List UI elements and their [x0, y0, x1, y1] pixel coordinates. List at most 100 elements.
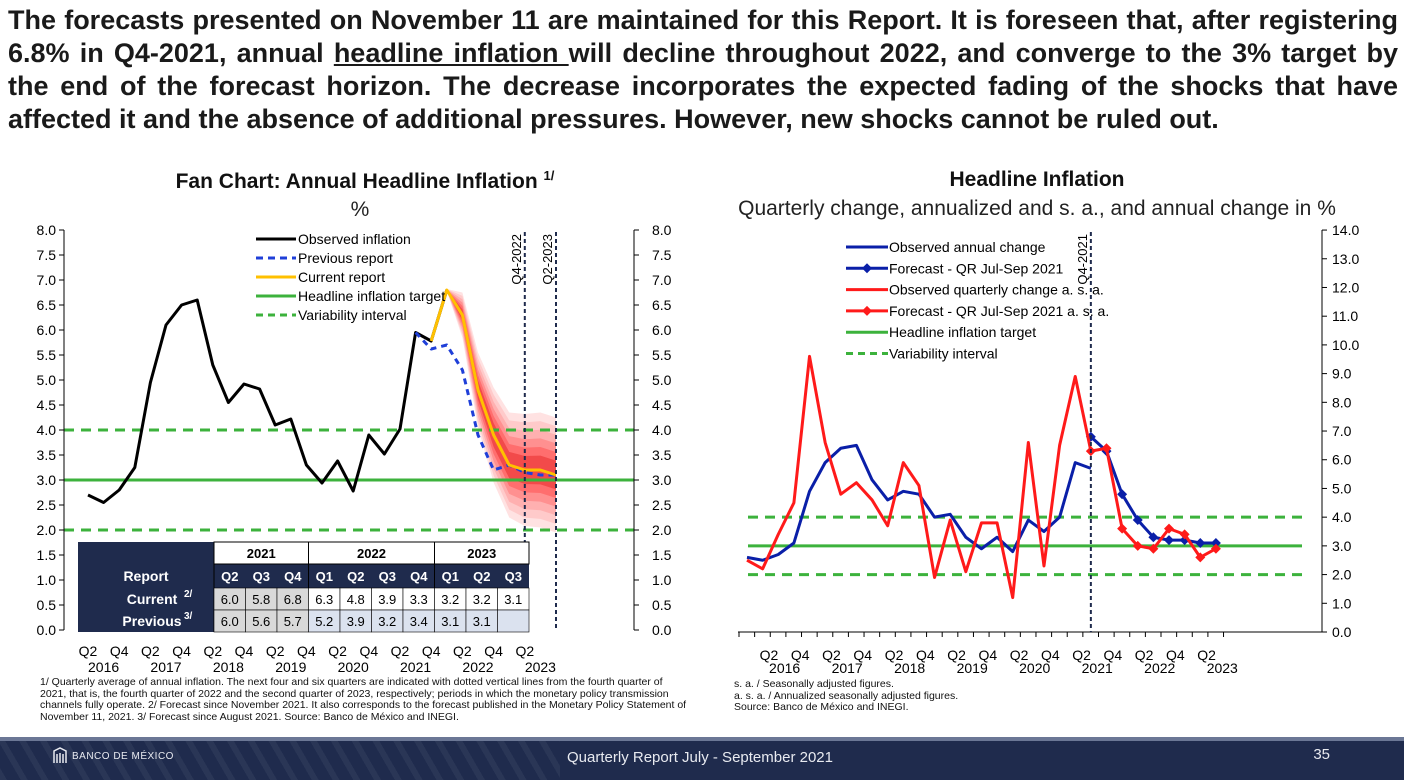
y-tick-label: 6.0 — [652, 322, 672, 338]
y-tick-label: 3.5 — [652, 447, 672, 463]
y-tick-label: 2.5 — [652, 497, 672, 513]
forecast-table: 2021 2022 2023 Report Q2 Q3 Q4 Q1 Q2 Q3 Q4 Q1 Q2 Q3 Cu… — [78, 541, 530, 633]
y-tick-label: 3.5 — [37, 447, 57, 463]
series-marker — [1117, 523, 1128, 534]
x-tick-label: Q4 — [359, 643, 378, 659]
left-series-group — [87, 288, 557, 504]
x-tick-label: Q4 — [422, 643, 441, 659]
x-year-label: 2021 — [400, 659, 431, 675]
table-year: 2021 — [247, 546, 276, 561]
table-quarter: Q1 — [442, 569, 459, 584]
headline-post: will decline throughout 2022, and conver… — [8, 38, 1398, 134]
y-tick-label: 7.0 — [1332, 423, 1352, 439]
table-value: 6.8 — [284, 592, 302, 607]
x-year-label: 2017 — [832, 660, 863, 676]
x-tick-label: Q4 — [235, 643, 254, 659]
y-tick-label: 6.0 — [37, 322, 57, 338]
y-tick-label: 0.5 — [37, 597, 57, 613]
legend-label: Current report — [298, 269, 385, 285]
table-value: 3.2 — [441, 592, 459, 607]
table-quarter-bg — [214, 564, 529, 588]
fan-chart: 0.0 0.0 0.5 0.5 1.0 1.0 1.5 1.5 2.0 2.0 2.5 2.5 3.0 3… — [37, 222, 672, 675]
y-tick-label: 7.0 — [652, 272, 672, 288]
y-tick-label: 7.5 — [37, 247, 57, 263]
y-tick-label: 8.0 — [652, 222, 672, 238]
series-marker — [1148, 543, 1159, 554]
table-row-note: 2/ — [184, 589, 193, 600]
y-tick-label: 6.0 — [1332, 452, 1352, 468]
table-value: 3.2 — [378, 614, 396, 629]
x-year-label: 2022 — [1144, 660, 1175, 676]
y-tick-label: 2.0 — [1332, 567, 1352, 583]
right-axes: 0.0 1.0 2.0 3.0 4.0 5.0 6.0 7.0 8.0 9.0 10.0 11.0 12… — [738, 222, 1359, 676]
x-tick-label: Q2 — [391, 643, 410, 659]
table-quarter: Q2 — [347, 569, 364, 584]
x-tick-label: Q4 — [1104, 647, 1123, 663]
table-quarter: Q4 — [410, 569, 428, 584]
x-tick-label: Q4 — [1166, 647, 1185, 663]
x-year-label: 2020 — [338, 659, 369, 675]
table-quarter: Q3 — [505, 569, 522, 584]
x-tick-label: Q2 — [79, 643, 98, 659]
series-marker — [1132, 515, 1143, 526]
left-chart-title: Fan Chart: Annual Headline Inflation 1/ — [100, 168, 630, 194]
left-chart-title-note: 1/ — [543, 168, 555, 183]
x-year-label: 2019 — [275, 659, 306, 675]
headline-text: The forecasts presented on November 11 a… — [8, 4, 1398, 136]
forecast-vline-label: Q2-2023 — [540, 234, 555, 285]
series-marker — [1117, 489, 1128, 500]
right-legend: Observed annual change Forecast - QR Jul-… — [846, 239, 1109, 362]
footer-divider — [0, 737, 1404, 741]
x-year-label: 2016 — [88, 659, 119, 675]
table-value: 3.2 — [473, 592, 491, 607]
x-tick-label: Q2 — [760, 647, 779, 663]
x-tick-label: Q4 — [297, 643, 316, 659]
table-value: 3.1 — [504, 592, 522, 607]
right-chart-subtitle: Quarterly change, annualized and s. a., … — [738, 197, 1336, 220]
table-year: 2023 — [467, 546, 496, 561]
y-tick-label: 10.0 — [1332, 337, 1359, 353]
x-tick-label: Q2 — [515, 643, 534, 659]
y-tick-label: 3.0 — [37, 472, 57, 488]
legend-label: Variability interval — [298, 307, 407, 323]
bank-logo: BANCO DE MÉXICO — [52, 747, 174, 765]
table-row-note: 3/ — [184, 611, 193, 622]
x-year-label: 2022 — [462, 659, 493, 675]
x-tick-label: Q4 — [172, 643, 191, 659]
table-value: 3.9 — [347, 614, 365, 629]
x-tick-label: Q2 — [266, 643, 285, 659]
table-value: 3.1 — [473, 614, 491, 629]
right-reference-lines — [748, 515, 1302, 577]
series-line — [414, 331, 556, 477]
series-line — [746, 354, 1093, 600]
x-tick-label: Q4 — [791, 647, 810, 663]
footer-bar: BANCO DE MÉXICO Quarterly Report July - … — [0, 737, 1404, 780]
left-chart-subtitle: % — [350, 198, 370, 221]
y-tick-label: 6.5 — [37, 297, 57, 313]
right-footnotes: s. a. / Seasonally adjusted figures. a. … — [734, 678, 1134, 714]
legend-label: Forecast - QR Jul-Sep 2021 — [889, 260, 1064, 276]
table-quarter: Q1 — [316, 569, 333, 584]
table-value: 3.4 — [410, 614, 428, 629]
x-tick-label: Q4 — [1041, 647, 1060, 663]
x-tick-label: Q4 — [853, 647, 872, 663]
forecast-vline-label: Q4-2022 — [509, 234, 524, 285]
y-tick-label: 0.0 — [37, 622, 57, 638]
legend-label: Variability interval — [889, 346, 998, 362]
table-value: 3.9 — [378, 592, 396, 607]
table-quarter: Q2 — [221, 569, 238, 584]
table-cell — [497, 609, 530, 633]
x-tick-label: Q2 — [1072, 647, 1091, 663]
series-marker — [1164, 523, 1175, 534]
headline-link[interactable]: headline inflation — [333, 38, 569, 68]
table-header-bg — [78, 542, 214, 632]
y-tick-label: 14.0 — [1332, 222, 1359, 238]
y-tick-label: 9.0 — [1332, 366, 1352, 382]
right-forecast-markers: Q4-2021 — [1075, 232, 1092, 632]
table-value: 3.1 — [441, 614, 459, 629]
series-marker — [1148, 532, 1159, 543]
y-tick-label: 8.0 — [1332, 394, 1352, 410]
y-tick-label: 1.5 — [652, 547, 672, 563]
x-tick-label: Q2 — [947, 647, 966, 663]
y-tick-label: 0.0 — [1332, 624, 1352, 640]
